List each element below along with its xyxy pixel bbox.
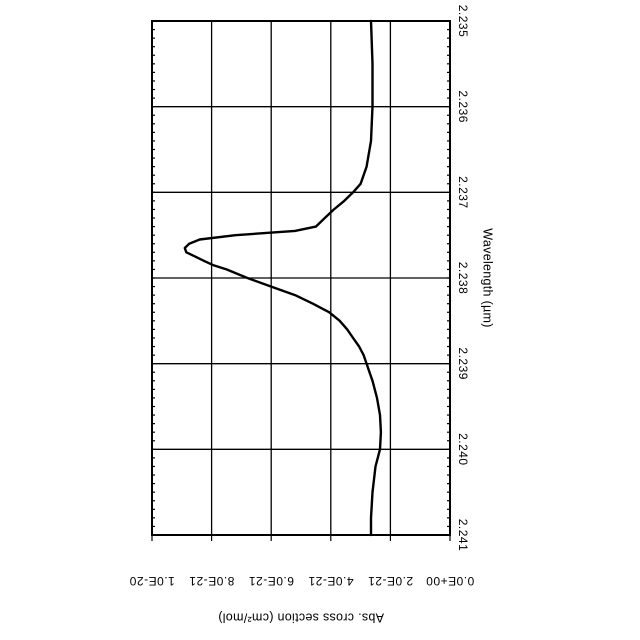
y-tick-label: 4.0E-21	[308, 574, 354, 588]
x-tick-label: 2.238	[456, 262, 470, 295]
grid-lines	[152, 21, 450, 535]
y-tick-label: 8.0E-21	[189, 574, 235, 588]
x-tick-label: 2.240	[456, 433, 470, 466]
y-tick-label: 6.0E-21	[248, 574, 294, 588]
x-tick-label: 2.241	[456, 519, 470, 552]
x-tick-label: 2.235	[456, 5, 470, 38]
y-tick-label: 1.0E-20	[129, 574, 175, 588]
y-tick-labels: 0.0E+00 2.0E-21 4.0E-21 6.0E-21 8.0E-21 1.0E-…	[129, 574, 474, 588]
x-tick-label: 2.236	[456, 90, 470, 123]
y-tick-label: 0.0E+00	[426, 574, 475, 588]
y-axis-title: Abs. cross section (cm²/mol)	[218, 611, 384, 625]
x-tick-label: 2.237	[456, 176, 470, 209]
y-tick-label: 2.0E-21	[368, 574, 414, 588]
x-tick-label: 2.239	[456, 347, 470, 380]
x-tick-labels: 2.235 2.236 2.237 2.238 2.239 2.240 2.241	[456, 5, 470, 552]
x-axis-title: Wavelength (µm)	[481, 228, 495, 327]
